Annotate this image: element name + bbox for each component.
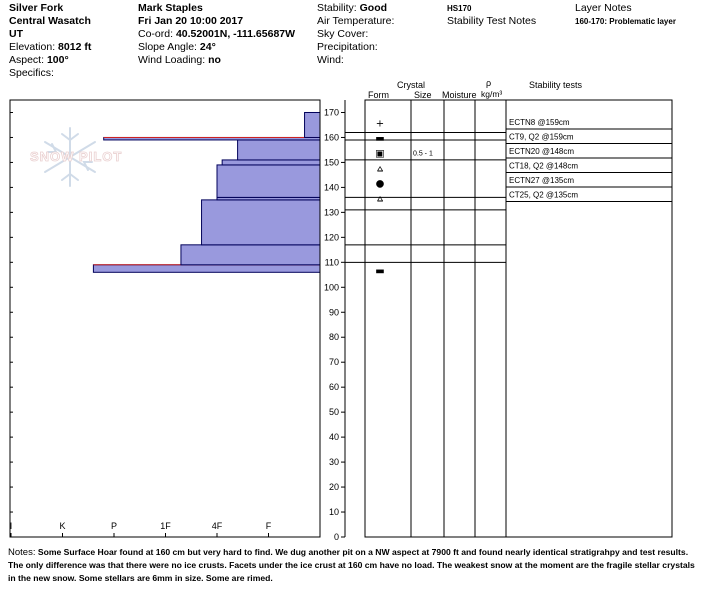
stability-value: Good [359,2,388,14]
layer-note-item: 160-170: Problematic layer [575,17,676,26]
height-tick-label: 30 [329,457,339,467]
stability-tests-column: ECTN8 @159cm CT9, Q2 @159cm ECTN20 @148cm C… [506,118,672,202]
snow-profile-chart: SNOW PILOT I K P 1F 4F F 0 10 20 30 40 50 60 70 80 90 10… [9,99,673,542]
height-tick-label: 40 [329,432,339,442]
crystal-form-symbol: ⩟ [377,163,383,174]
chart-frame [9,99,673,538]
height-tick-label: 90 [329,307,339,317]
rho-header: ρ [486,78,492,88]
hardness-layer [216,164,321,198]
height-tick-label: 0 [334,532,339,542]
notes: Notes: Some Surface Hoar found at 160 cm… [8,546,704,585]
stability-test-label: ECTN27 @135cm [509,176,574,185]
height-tick-label: 100 [324,282,339,292]
layer-notes-block: Layer Notes 160-170: Problematic layer [575,2,676,28]
location-block: Silver Fork Central Wasatch UT Elevation… [9,2,91,80]
height-tick-label: 50 [329,407,339,417]
stability-test-label: CT25, Q2 @135cm [509,191,578,200]
wind-loading-row: Wind Loading: no [138,54,221,66]
hardness-layer [92,264,321,273]
crystal-table-frame [364,99,673,538]
slope-value: 24° [199,41,216,53]
height-tick-label: 70 [329,357,339,367]
stability-test-label: CT9, Q2 @159cm [509,133,574,142]
height-tick-label: 60 [329,382,339,392]
stability-test-label: ECTN20 @148cm [509,147,574,156]
stability-notes-label: Stability Test Notes [447,15,537,27]
height-tick-label: 150 [324,157,339,167]
observation-datetime: Fri Jan 20 10:00 2017 [138,15,244,27]
height-tick-label: 10 [329,507,339,517]
hardness-layers [92,111,321,273]
hardness-tick-label: K [59,521,65,531]
snowpilot-logo: SNOW PILOT [30,127,122,187]
hardness-tick-label: I [10,521,13,531]
rho-unit-header: kg/m³ [481,89,503,99]
hardness-tick-label: 1F [160,521,171,531]
stability-test-label: ECTN8 @159cm [509,118,570,127]
stability-row: Stability: Good [317,2,388,14]
air-temp-label: Air Temperature: [317,15,395,27]
hardness-tick-label: F [266,521,272,531]
observer-block: Mark Staples Fri Jan 20 10:00 2017 Co-or… [138,2,295,67]
observer-name: Mark Staples [138,2,203,14]
pit-code: HS170 [447,4,472,13]
height-tick-label: 120 [324,232,339,242]
coord-row: Co-ord: 40.52001N, -111.65687W [138,28,296,40]
crystal-form-symbol: ▬ [375,133,384,144]
hardness-layer [221,159,321,166]
height-tick-label: 130 [324,207,339,217]
stability-tests-header: Stability tests [529,80,583,90]
hardness-tick-label: 4F [212,521,223,531]
crystal-form-symbol: ● [376,178,385,189]
stability-test-label: CT18, Q2 @148cm [509,162,578,171]
crystal-column: + ▬ ▣ 0.5 - 1 ⩟ ● ⩟ ▬ [375,118,433,276]
height-tick-label: 140 [324,182,339,192]
elevation-row: Elevation: 8012 ft [9,41,92,53]
crystal-form-symbol: ▬ [375,266,384,277]
aspect-value: 100° [46,54,69,66]
location-range: Central Wasatch [9,15,91,27]
elevation-value: 8012 ft [58,41,92,53]
crystal-form-symbol: ▣ [375,148,384,159]
form-header: Form [368,90,389,100]
hardness-tick-label: P [111,521,117,531]
crystal-form-symbol: ⩟ [377,193,383,204]
height-tick-label: 160 [324,132,339,142]
precip-label: Precipitation: [317,41,378,53]
coord-value: 40.52001N, -111.65687W [175,28,296,40]
aspect-row: Aspect: 100° [9,54,69,66]
height-tick-label: 80 [329,332,339,342]
location-state: UT [9,28,23,40]
hardness-layer [237,139,321,161]
crystal-form-symbol: + [376,118,384,129]
hardness-layer [180,244,321,266]
height-tick-label: 170 [324,107,339,117]
moisture-header: Moisture [442,90,477,100]
size-header: Size [414,90,432,100]
layer-notes-label: Layer Notes [575,2,632,14]
notes-label: Notes: [8,547,36,558]
specifics-label: Specifics: [9,67,54,79]
logo-text: SNOW PILOT [30,149,122,164]
wind-label: Wind: [317,54,344,66]
location-name: Silver Fork [9,2,64,14]
chart-axes: I K P 1F 4F F 0 10 20 30 40 50 60 70 80 90 100 110 120 130 1… [10,100,346,542]
sky-cover-label: Sky Cover: [317,28,369,40]
wind-loading-value: no [208,54,221,66]
notes-text: Some Surface Hoar found at 160 cm but ve… [8,547,695,583]
height-tick-label: 110 [325,257,339,267]
height-tick-label: 20 [329,482,339,492]
conditions-block: Stability: Good Air Temperature: Sky Cov… [317,2,394,67]
hardness-layer [201,199,321,246]
crystal-header: Crystal [397,80,426,90]
hardness-layer [304,111,321,138]
stability-notes-block: HS170 Stability Test Notes [447,2,536,28]
crystal-size-value: 0.5 - 1 [413,150,433,157]
slope-row: Slope Angle: 24° [138,41,216,53]
